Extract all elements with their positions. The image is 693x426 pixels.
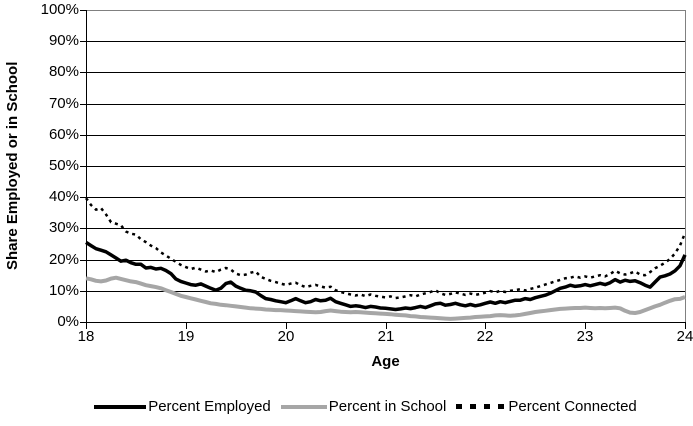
series-percent-connected	[84, 197, 687, 300]
legend: Percent Employed Percent in School Perce…	[46, 398, 685, 415]
legend-label-percent-connected: Percent Connected	[508, 398, 637, 415]
series-percent-in-school	[85, 275, 686, 321]
y-tick-label-20: 20%	[48, 251, 79, 268]
y-tick-label-60: 60%	[48, 126, 79, 143]
y-tick-label-50: 50%	[48, 157, 79, 174]
x-tick-label-19: 19	[177, 328, 195, 345]
x-tick-label-23: 23	[576, 328, 594, 345]
legend-item-percent-employed: Percent Employed	[94, 398, 271, 415]
legend-label-percent-employed: Percent Employed	[148, 398, 271, 415]
series-percent-employed	[85, 240, 687, 312]
y-tick-label-30: 30%	[48, 219, 79, 236]
y-tick-label-90: 90%	[48, 32, 79, 49]
legend-line-school-swatch	[280, 404, 327, 409]
y-tick-label-40: 40%	[48, 188, 79, 205]
x-tick-label-20: 20	[277, 328, 295, 345]
legend-item-percent-connected: Percent Connected	[456, 398, 637, 415]
y-axis-title: Share Employed or in School	[4, 61, 21, 271]
x-tick-label-22: 22	[476, 328, 494, 345]
y-tick-label-10: 10%	[48, 282, 79, 299]
y-tick-label-70: 70%	[48, 95, 79, 112]
y-tick-label-80: 80%	[48, 63, 79, 80]
x-tick-label-21: 21	[377, 328, 395, 345]
legend-line-connected-swatch	[456, 404, 507, 409]
x-axis-title: Age	[371, 353, 400, 370]
x-tick-label-18: 18	[77, 328, 95, 345]
legend-label-percent-in-school: Percent in School	[328, 398, 447, 415]
y-tick-label-0: 0%	[57, 313, 79, 330]
x-tick-label-24: 24	[676, 328, 693, 345]
y-tick-label-100: 100%	[40, 1, 79, 18]
legend-line-employed-swatch	[94, 404, 147, 409]
legend-item-percent-in-school: Percent in School	[280, 398, 447, 415]
